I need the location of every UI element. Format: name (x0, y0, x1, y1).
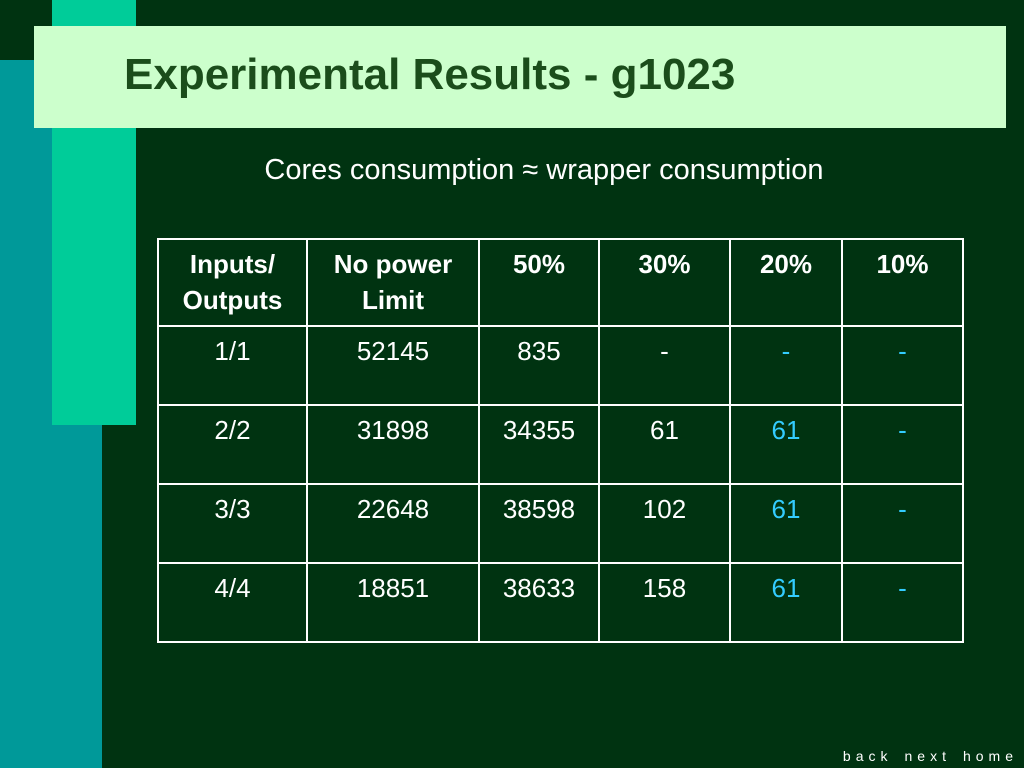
table-cell: 34355 (478, 404, 600, 485)
table-cell: 61 (729, 404, 843, 485)
table-cell: 61 (598, 404, 731, 485)
table-row: 3/3 22648 38598 102 61- (157, 483, 964, 564)
table-body: 1/1 52145 835- - -2/2 31898 34355 61 61-3/3 22648… (157, 325, 964, 643)
table-cell: 52145 (306, 325, 480, 406)
table-row: 2/2 31898 34355 61 61- (157, 404, 964, 485)
nav: back next home (831, 748, 1018, 764)
table-row: 4/4 18851 38633 158 61- (157, 562, 964, 643)
subtitle: Cores consumption ≈ wrapper consumption (264, 154, 824, 186)
table-cell: - (729, 325, 843, 406)
results-table: Inputs/ Outputs No power Limit 50% 30% 20% 10… (157, 238, 964, 643)
table-cell: - (841, 404, 964, 485)
table-cell: 31898 (306, 404, 480, 485)
table-cell: 102 (598, 483, 731, 564)
title: Experimental Results - g1023 (124, 50, 736, 99)
table-cell: 2/2 (157, 404, 308, 485)
table-row: 1/1 52145 835- - - (157, 325, 964, 406)
nav-link[interactable]: home (962, 748, 1018, 764)
table-cell: 3/3 (157, 483, 308, 564)
table-cell: 22648 (306, 483, 480, 564)
table-cell: - (841, 325, 964, 406)
column-header: No power Limit (306, 238, 480, 327)
column-header: 30% (598, 238, 731, 327)
table-cell: 1/1 (157, 325, 308, 406)
nav-link[interactable]: back (842, 748, 893, 764)
column-header: 10% (841, 238, 964, 327)
title-box (34, 26, 1006, 128)
table-head: Inputs/ Outputs No power Limit 50% 30% 20% 10… (157, 238, 964, 327)
table-cell: 38633 (478, 562, 600, 643)
column-header: 20% (729, 238, 843, 327)
header-row: Inputs/ Outputs No power Limit 50% 30% 20% 10… (157, 238, 964, 327)
table-cell: - (841, 483, 964, 564)
table-cell: 835 (478, 325, 600, 406)
table-cell: 61 (729, 562, 843, 643)
table-cell: 158 (598, 562, 731, 643)
table-cell: - (598, 325, 731, 406)
column-header: 50% (478, 238, 600, 327)
nav-link[interactable]: next (904, 748, 951, 764)
table-cell: - (841, 562, 964, 643)
table-cell: 18851 (306, 562, 480, 643)
table-cell: 4/4 (157, 562, 308, 643)
table-cell: 38598 (478, 483, 600, 564)
table-cell: 61 (729, 483, 843, 564)
column-header: Inputs/ Outputs (157, 238, 308, 327)
